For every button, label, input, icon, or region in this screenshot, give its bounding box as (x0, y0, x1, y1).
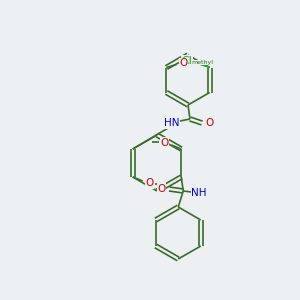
Text: O: O (157, 184, 165, 194)
Text: O: O (206, 118, 214, 128)
Text: methyl: methyl (191, 60, 213, 65)
Text: Cl: Cl (181, 56, 192, 65)
Text: NH: NH (191, 188, 207, 198)
Text: HN: HN (164, 118, 180, 128)
Text: O: O (146, 178, 154, 188)
Text: O: O (179, 58, 188, 68)
Text: O: O (160, 138, 168, 148)
